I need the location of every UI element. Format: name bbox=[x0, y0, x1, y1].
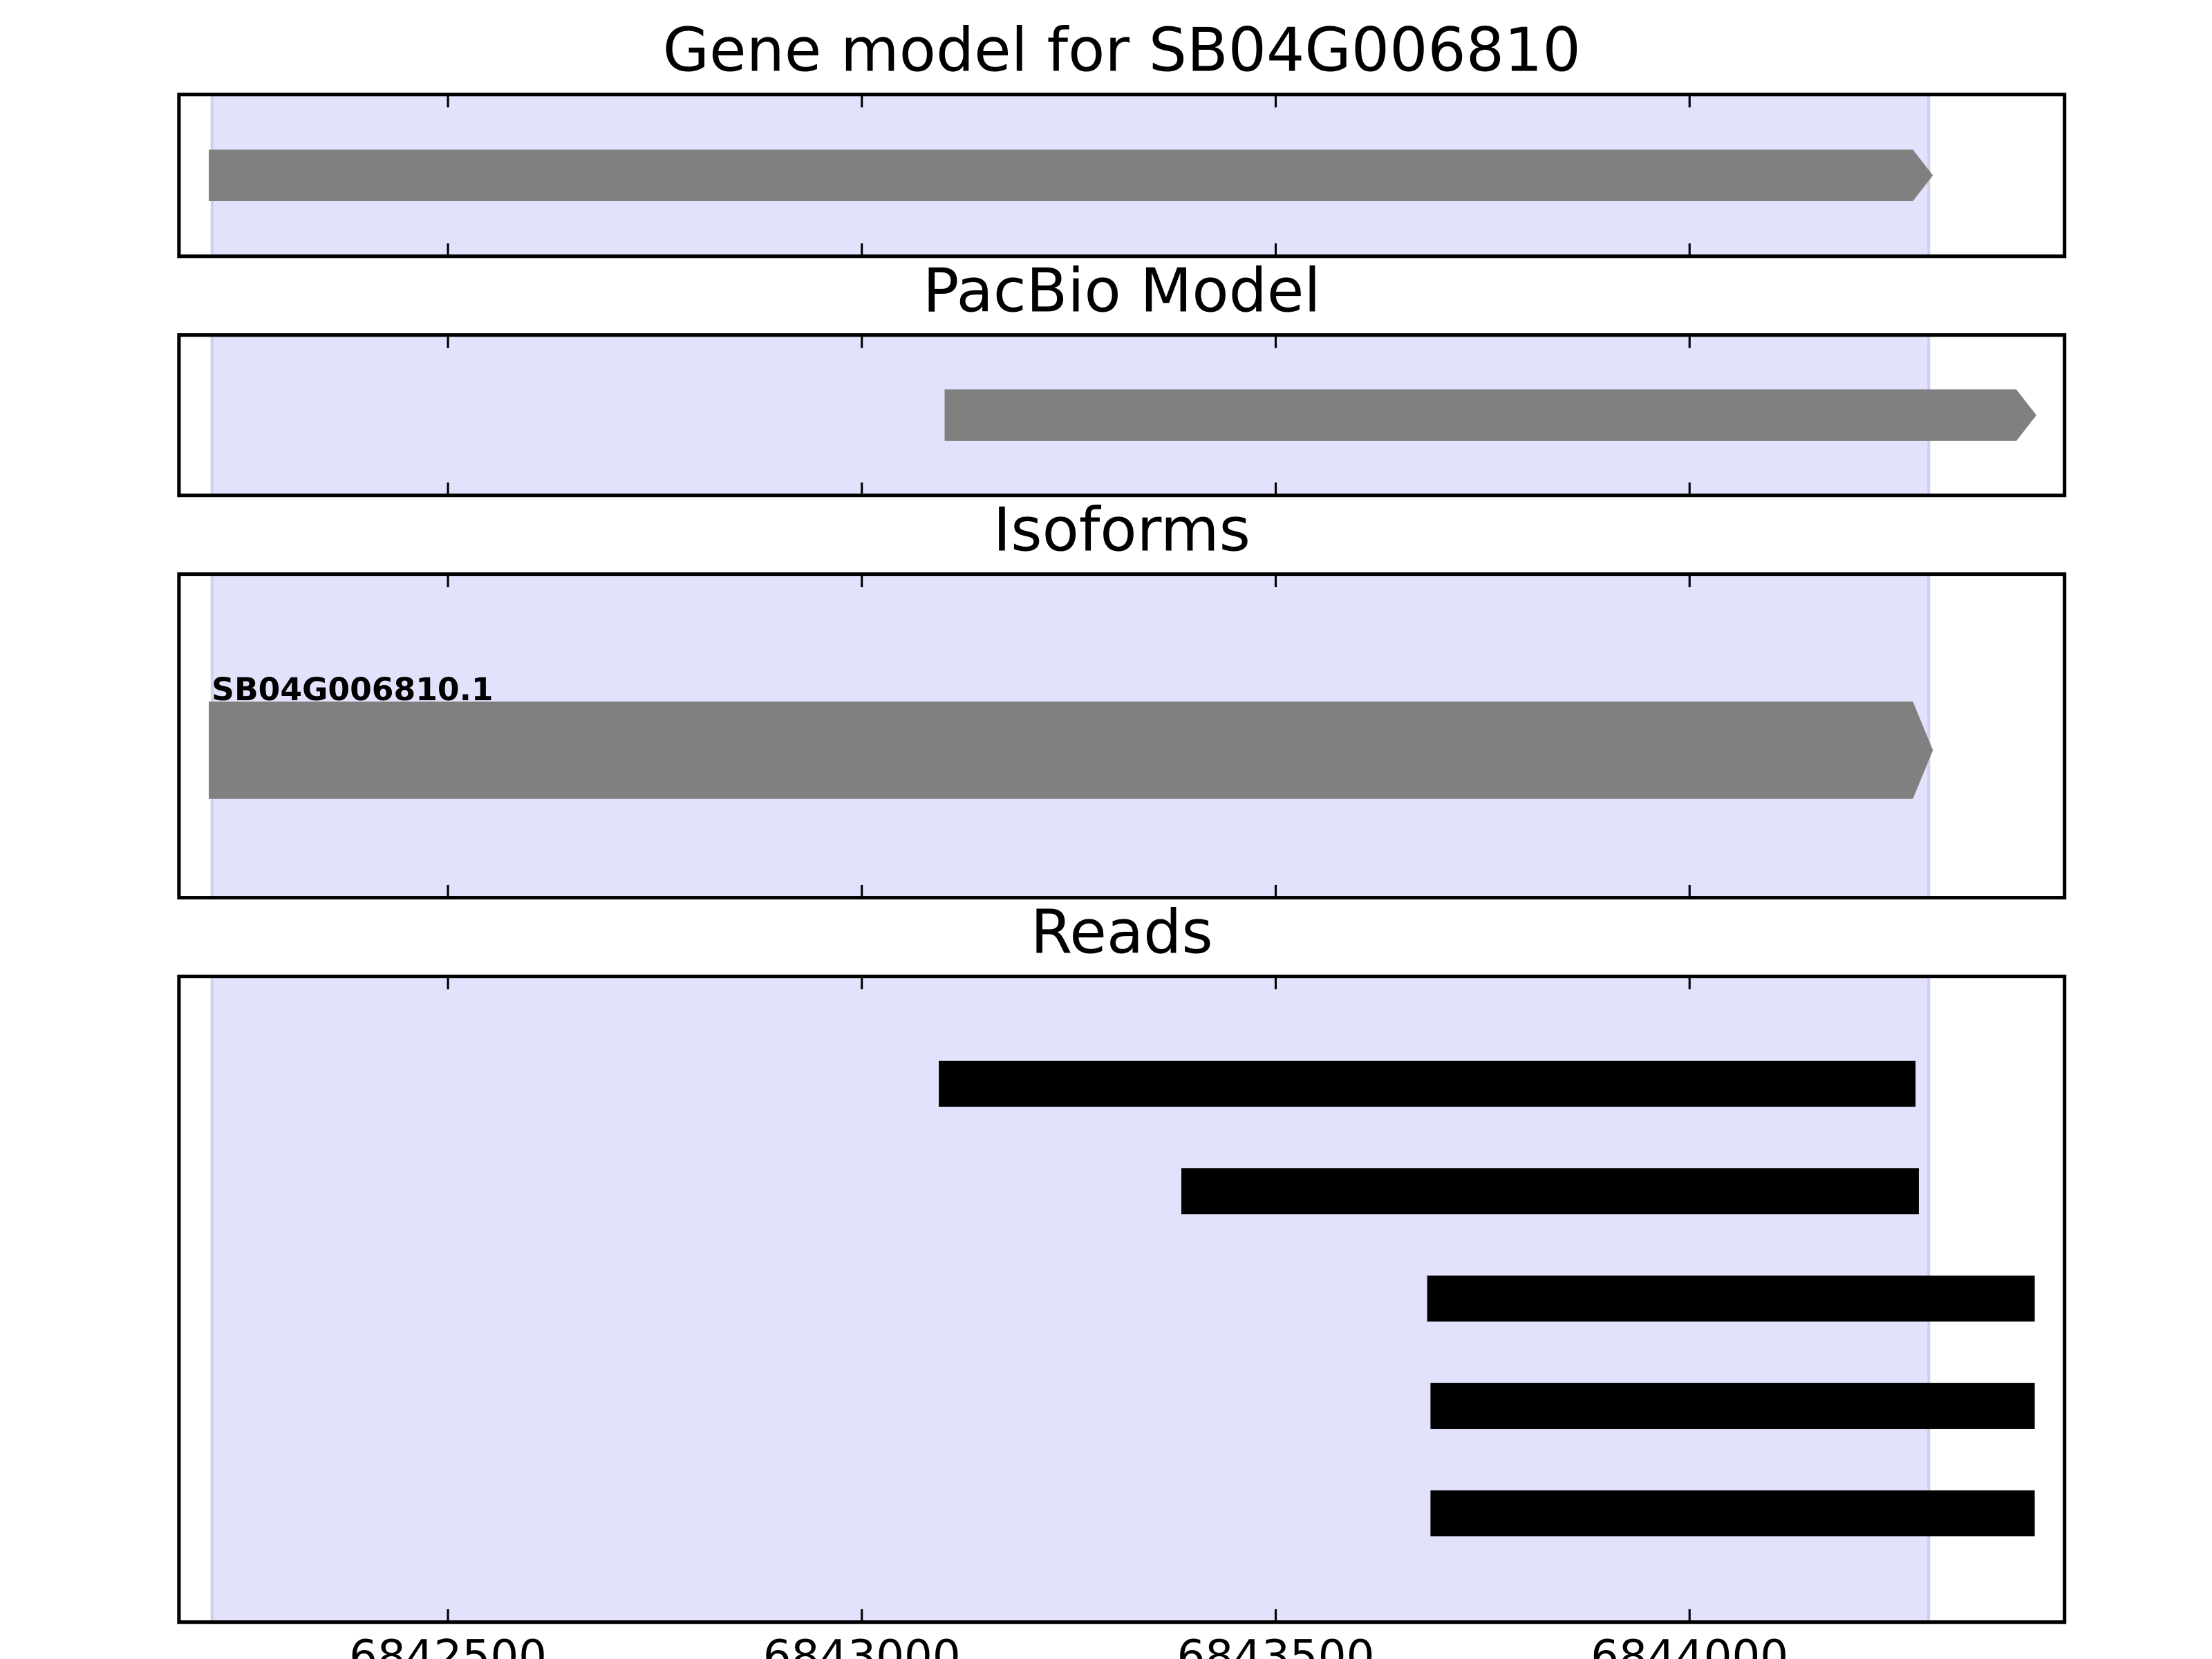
x-tick-label: 6843000 bbox=[763, 1631, 961, 1659]
panel-frame bbox=[177, 93, 2067, 259]
x-tick-label: 6844000 bbox=[1591, 1631, 1788, 1659]
read-bar bbox=[1181, 1168, 1919, 1215]
read-bar bbox=[1427, 1275, 2035, 1322]
read-bar bbox=[939, 1060, 1916, 1107]
panel-frame bbox=[177, 572, 2067, 900]
panel-title: Isoforms bbox=[993, 494, 1250, 565]
panel-title: Gene model for SB04G006810 bbox=[663, 15, 1581, 86]
gene-arrow bbox=[209, 149, 1933, 202]
x-tick-label: 6842500 bbox=[349, 1631, 547, 1659]
isoform-label: SB04G006810.1 bbox=[212, 671, 493, 708]
panel-frame bbox=[177, 974, 2067, 1624]
panel-title: Reads bbox=[1031, 897, 1213, 967]
isoform-arrow bbox=[209, 701, 1933, 799]
read-bar bbox=[1430, 1490, 2035, 1537]
read-bar bbox=[1430, 1382, 2035, 1430]
x-tick-label: 6843500 bbox=[1177, 1631, 1375, 1659]
gene-arrow bbox=[944, 389, 2036, 441]
panel-frame bbox=[177, 333, 2067, 498]
panel-title: PacBio Model bbox=[923, 256, 1321, 326]
